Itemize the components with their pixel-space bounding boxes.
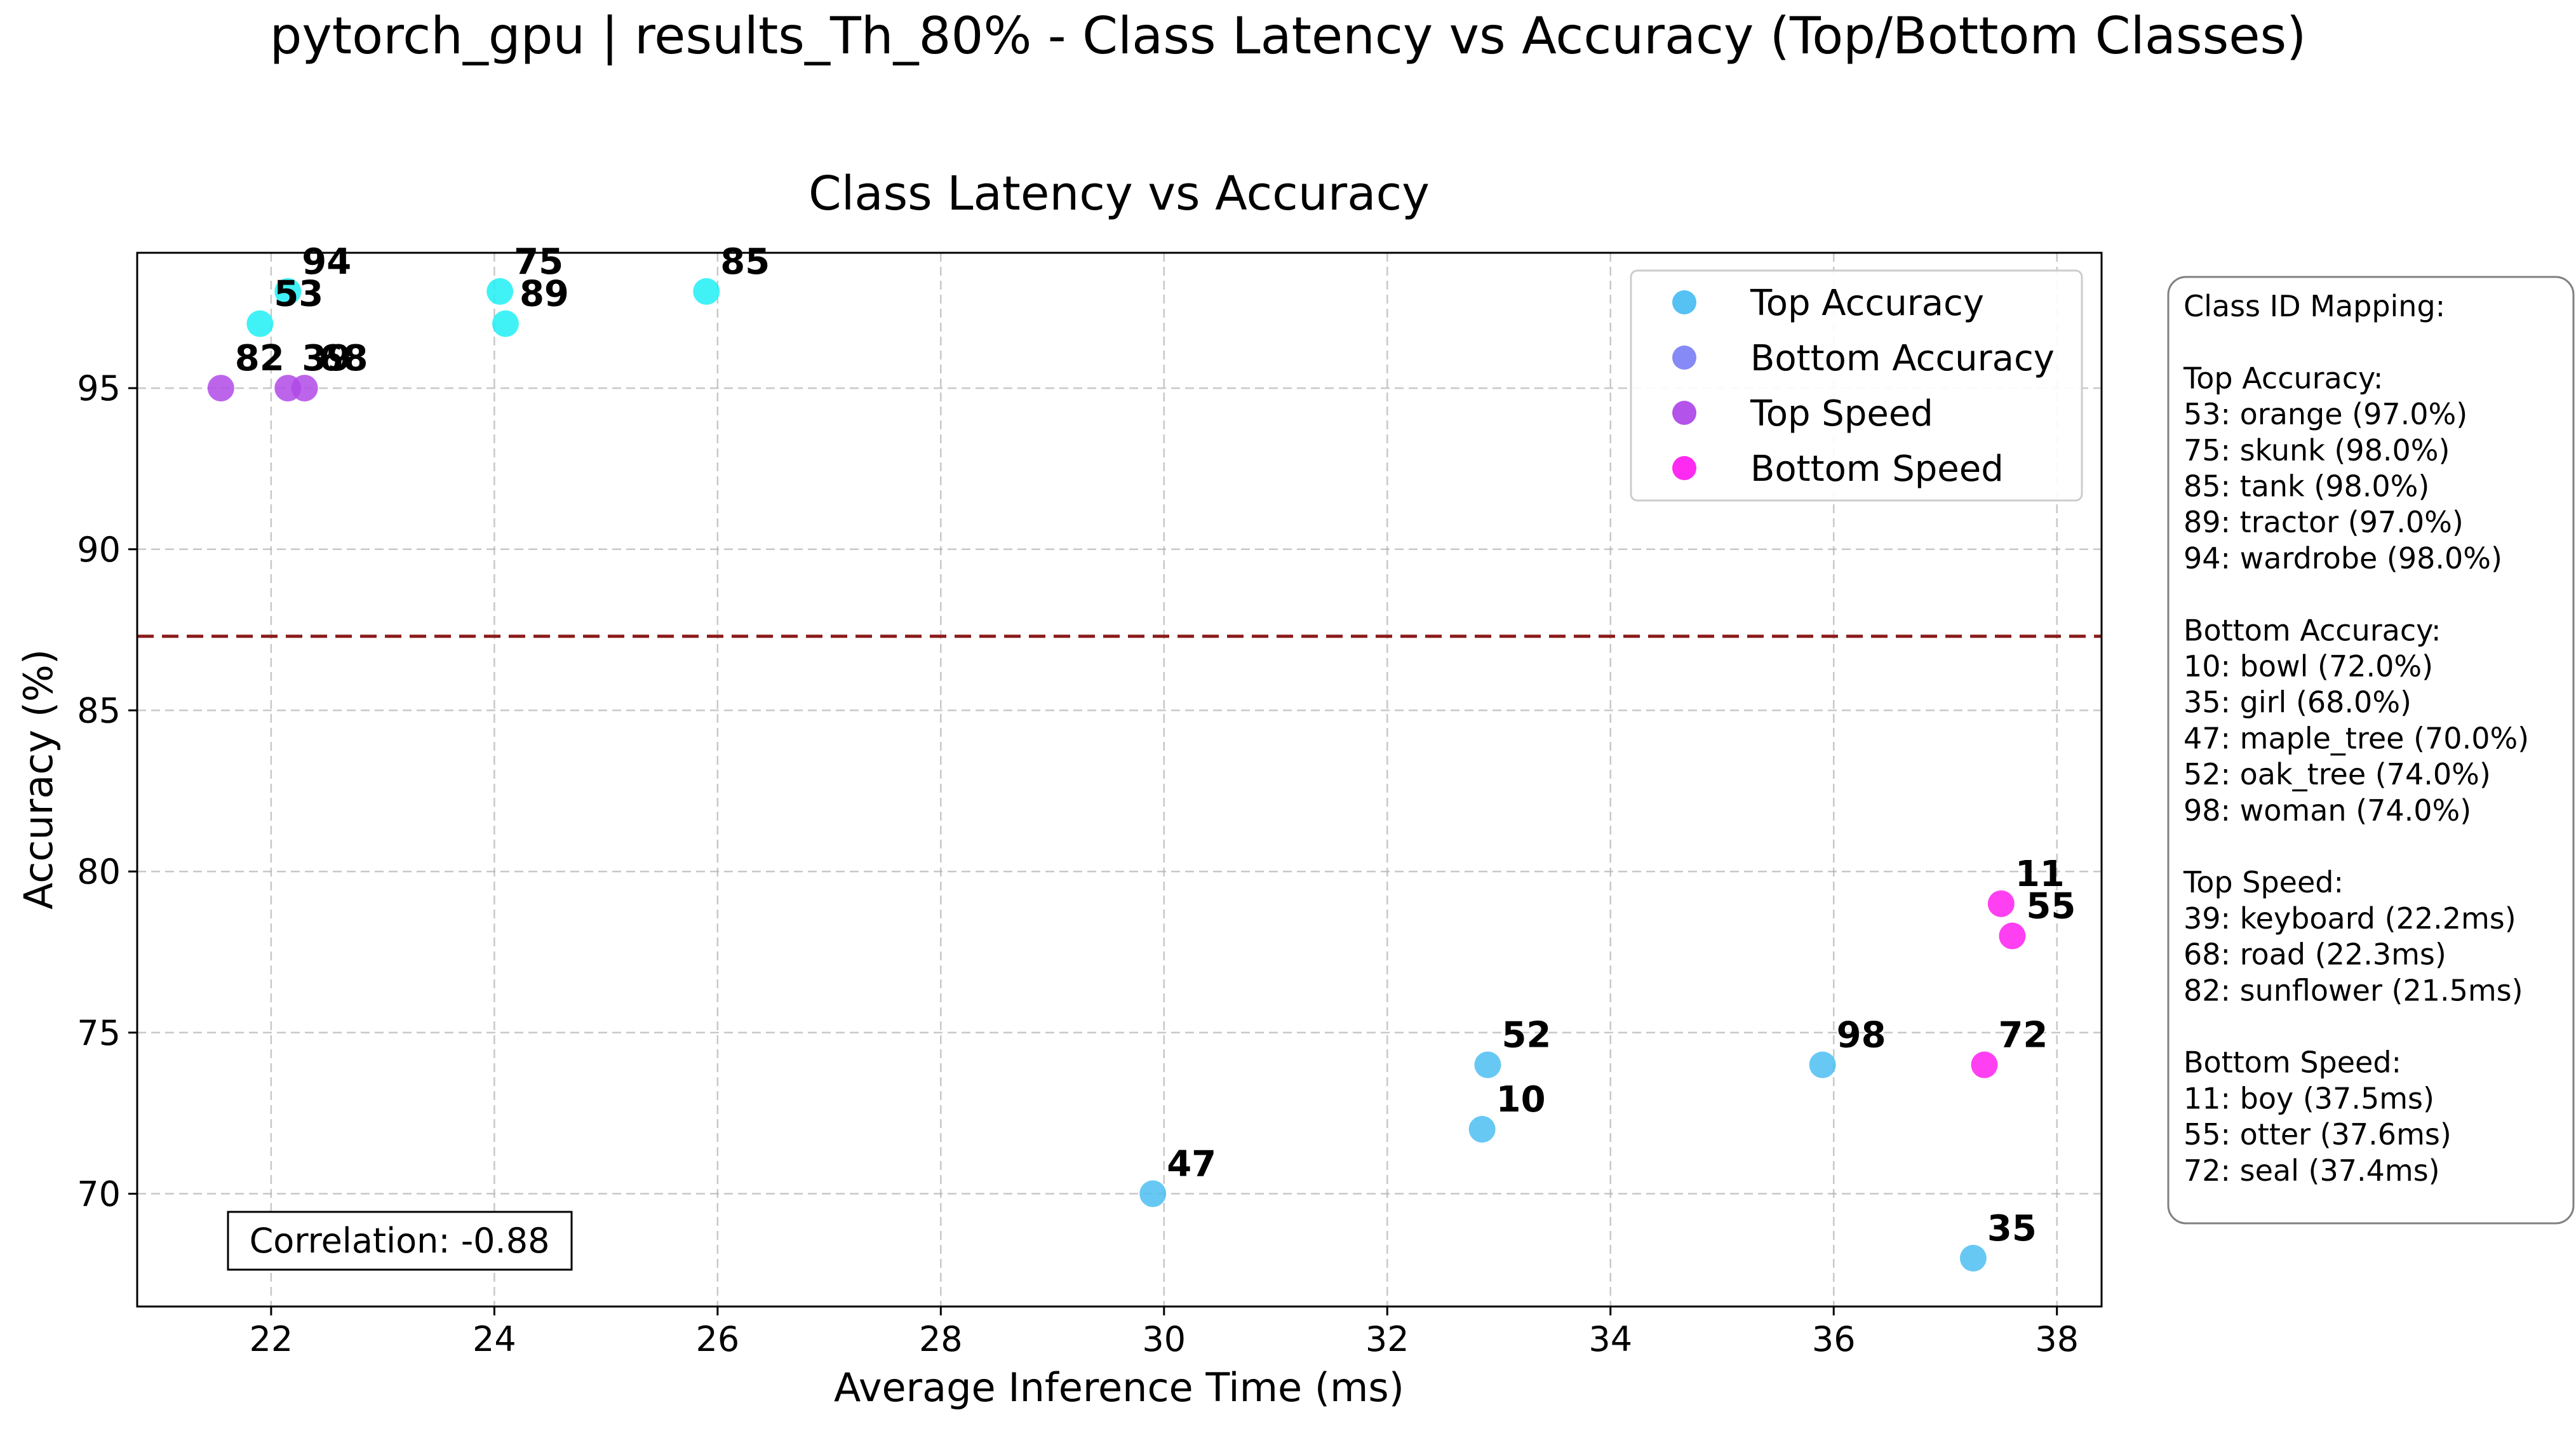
mapping-line-5: 85: tank (98.0%) <box>2184 469 2429 504</box>
legend-label-2: Top Speed <box>1750 393 1933 434</box>
mapping-line-21: Bottom Speed: <box>2184 1045 2401 1080</box>
point-89 <box>492 310 519 337</box>
y-tick-label-1: 75 <box>77 1013 121 1053</box>
mapping-line-22: 11: boy (37.5ms) <box>2184 1081 2434 1115</box>
mapping-line-7: 94: wardrobe (98.0%) <box>2184 541 2502 575</box>
point-label-52: 52 <box>1501 1014 1551 1056</box>
x-tick-label-1: 24 <box>473 1319 516 1359</box>
point-label-47: 47 <box>1167 1143 1216 1185</box>
point-68 <box>291 375 318 402</box>
point-10 <box>1468 1115 1496 1143</box>
point-label-85: 85 <box>720 241 770 283</box>
mapping-box <box>2167 276 2575 1225</box>
mapping-line-13: 52: oak_tree (74.0%) <box>2184 757 2491 791</box>
point-label-75: 75 <box>514 241 563 283</box>
x-axis-label: Average Inference Time (ms) <box>834 1364 1404 1411</box>
y-tick-label-0: 70 <box>77 1174 121 1214</box>
legend-marker-1 <box>1672 346 1696 370</box>
legend-label-0: Top Accuracy <box>1750 283 1984 324</box>
mapping-line-17: 39: keyboard (22.2ms) <box>2184 901 2516 936</box>
correlation-annotation: Correlation: -0.88 <box>227 1211 573 1271</box>
point-52 <box>1474 1051 1501 1078</box>
point-98 <box>1809 1051 1836 1078</box>
y-tick-label-3: 85 <box>77 690 121 730</box>
point-label-10: 10 <box>1496 1079 1546 1120</box>
figure-suptitle: pytorch_gpu | results_Th_80% - Class Lat… <box>270 6 2307 66</box>
mapping-line-9: Bottom Accuracy: <box>2184 613 2441 647</box>
legend: Top Accuracy Bottom Accuracy Top Speed Bott… <box>1630 269 2083 502</box>
point-35 <box>1959 1244 1987 1272</box>
legend-marker-0 <box>1672 290 1696 314</box>
legend-label-3: Bottom Speed <box>1750 448 2004 490</box>
y-tick-label-2: 80 <box>77 852 121 892</box>
x-tick-label-0: 22 <box>250 1319 293 1359</box>
legend-box <box>1630 269 2083 502</box>
point-85 <box>693 278 720 305</box>
mapping-line-18: 68: road (22.3ms) <box>2184 937 2446 972</box>
correlation-text: Correlation: -0.88 <box>250 1221 550 1261</box>
point-53 <box>246 310 274 337</box>
point-label-68: 68 <box>319 338 368 379</box>
x-tick-label-5: 32 <box>1365 1319 1409 1359</box>
mapping-line-11: 35: girl (68.0%) <box>2184 685 2412 720</box>
mapping-line-23: 55: otter (37.6ms) <box>2184 1117 2452 1152</box>
mapping-line-0: Class ID Mapping: <box>2184 289 2445 323</box>
x-tick-label-7: 36 <box>1812 1319 1856 1359</box>
point-label-39: 39 <box>302 338 351 379</box>
mapping-line-4: 75: skunk (98.0%) <box>2184 433 2450 467</box>
correlation-box <box>227 1211 573 1271</box>
mapping-line-6: 89: tractor (97.0%) <box>2184 505 2464 539</box>
x-tick-label-6: 34 <box>1588 1319 1632 1359</box>
legend-marker-3 <box>1672 456 1696 480</box>
mapping-line-14: 98: woman (74.0%) <box>2184 793 2471 828</box>
point-82 <box>207 375 234 402</box>
point-47 <box>1139 1180 1167 1207</box>
point-75 <box>486 278 514 305</box>
point-label-53: 53 <box>274 274 323 315</box>
x-tick-label-2: 26 <box>695 1319 739 1359</box>
mapping-line-12: 47: maple_tree (70.0%) <box>2184 721 2529 755</box>
y-axis-label: Accuracy (%) <box>15 649 62 910</box>
point-label-82: 82 <box>235 338 285 379</box>
point-11 <box>1987 890 2015 917</box>
point-label-35: 35 <box>1987 1208 2037 1249</box>
point-label-98: 98 <box>1837 1014 1886 1056</box>
legend-label-1: Bottom Accuracy <box>1750 338 2055 379</box>
class-id-mapping: Class ID Mapping: Top Accuracy:53: orange… <box>2167 276 2575 1225</box>
point-label-94: 94 <box>302 241 351 283</box>
legend-marker-2 <box>1672 401 1696 425</box>
point-55 <box>1999 922 2026 950</box>
mapping-line-19: 82: sunflower (21.5ms) <box>2184 973 2523 1007</box>
chart-title: Class Latency vs Accuracy <box>808 166 1430 221</box>
mapping-line-2: Top Accuracy: <box>2183 361 2383 395</box>
mapping-line-10: 10: bowl (72.0%) <box>2184 649 2433 683</box>
point-label-55: 55 <box>2026 886 2076 927</box>
x-tick-label-4: 30 <box>1142 1319 1186 1359</box>
x-tick-label-8: 38 <box>2035 1319 2079 1359</box>
mapping-line-3: 53: orange (97.0%) <box>2184 397 2467 431</box>
point-label-11: 11 <box>2015 854 2065 895</box>
point-label-89: 89 <box>520 274 569 315</box>
mapping-line-24: 72: seal (37.4ms) <box>2184 1153 2440 1188</box>
mapping-line-16: Top Speed: <box>2183 865 2344 899</box>
points-layer <box>207 278 2026 1272</box>
point-94 <box>274 278 302 305</box>
point-72 <box>1971 1051 1998 1078</box>
x-tick-label-3: 28 <box>919 1319 963 1359</box>
y-tick-label-4: 90 <box>77 530 121 570</box>
y-tick-label-5: 95 <box>77 368 121 408</box>
plot-frame <box>136 252 2103 1308</box>
point-label-72: 72 <box>1998 1014 2048 1056</box>
ticks-layer: 22 24 26 28 30 32 34 36 38 70 75 80 85 90 95 <box>77 368 2079 1359</box>
